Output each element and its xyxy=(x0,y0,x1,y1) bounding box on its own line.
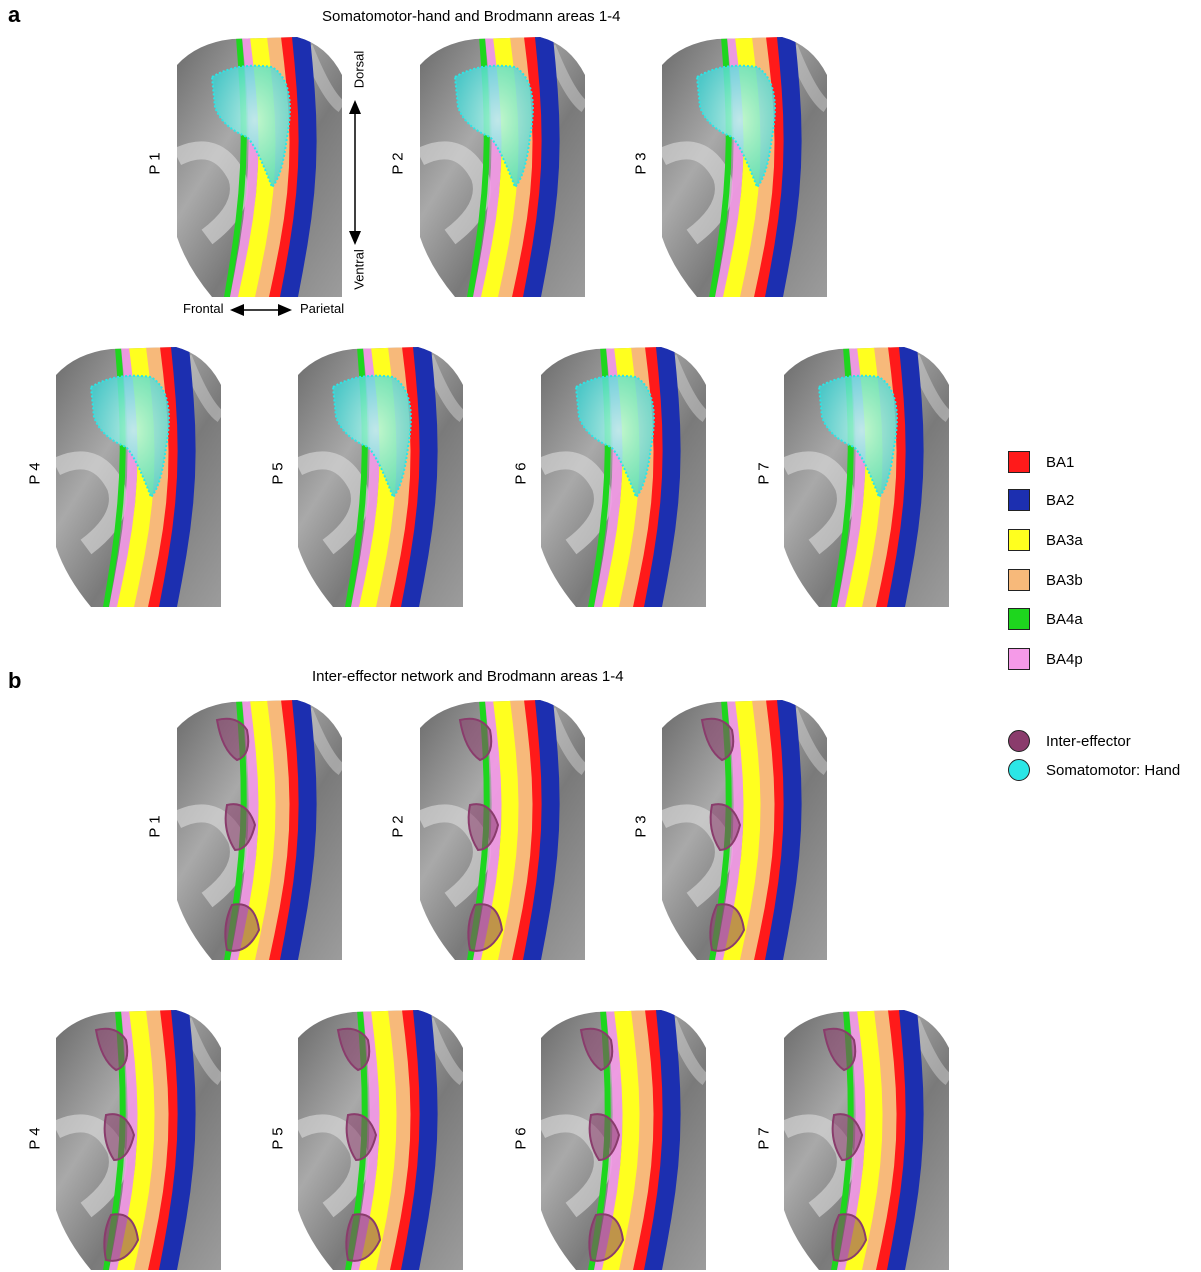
panel-a-label-p5: P 5 xyxy=(269,462,287,485)
legend-item-ba4a: BA4a xyxy=(1008,608,1083,630)
legend-label-ba4p: BA4p xyxy=(1046,650,1083,668)
brain-map-b-p5 xyxy=(298,1010,463,1270)
brain-map-a-p2 xyxy=(420,37,585,297)
brain-map-b-p1 xyxy=(177,700,342,960)
orientation-arrows xyxy=(230,100,361,316)
legend-label-ba3b: BA3b xyxy=(1046,571,1083,589)
panel-a-label-p2: P 2 xyxy=(389,152,407,175)
brain-map-b-p4 xyxy=(56,1010,221,1270)
legend-label-ba1: BA1 xyxy=(1046,453,1075,471)
legend-label-somatomotor-hand: Somatomotor: Hand xyxy=(1046,761,1181,779)
brain-map-a-p5 xyxy=(298,347,463,607)
panel-a-label-p7: P 7 xyxy=(755,462,773,485)
legend-swatch-ba4p xyxy=(1008,648,1030,670)
brain-map-a-p4 xyxy=(56,347,221,607)
panel-b-label-p3: P 3 xyxy=(632,815,650,838)
panel-b-label-p6: P 6 xyxy=(512,1127,530,1150)
panel-a-label-p4: P 4 xyxy=(26,462,44,485)
panel-b-title: Inter-effector network and Brodmann area… xyxy=(312,668,624,685)
panel-a-label-p6: P 6 xyxy=(512,462,530,485)
brain-map-a-p3 xyxy=(662,37,827,297)
legend-label-ba3a: BA3a xyxy=(1046,531,1083,549)
legend-item-ba3a: BA3a xyxy=(1008,529,1083,551)
legend-label-ba2: BA2 xyxy=(1046,491,1075,509)
brain-map-b-p3 xyxy=(662,700,827,960)
legend-item-somatomotor-hand: Somatomotor: Hand xyxy=(1008,759,1180,781)
legend-swatch-ba2 xyxy=(1008,489,1030,511)
brain-map-a-p6 xyxy=(541,347,706,607)
legend-label-inter-effector: Inter-effector xyxy=(1046,732,1131,750)
panel-b-label-p4: P 4 xyxy=(26,1127,44,1150)
orientation-parietal: Parietal xyxy=(300,301,345,316)
orientation-dorsal: Dorsal xyxy=(351,50,367,89)
legend-item-inter-effector: Inter-effector xyxy=(1008,730,1131,752)
brain-map-b-p2 xyxy=(420,700,585,960)
brain-map-a-p1 xyxy=(177,37,342,297)
panel-b-label-p7: P 7 xyxy=(755,1127,773,1150)
legend-swatch-ba4a xyxy=(1008,608,1030,630)
panel-b-label-p1: P 1 xyxy=(146,815,164,838)
legend-swatch-ba3b xyxy=(1008,569,1030,591)
orientation-frontal: Frontal xyxy=(183,301,224,316)
legend-circle-somatomotor-hand xyxy=(1008,759,1030,781)
brain-map-b-p6 xyxy=(541,1010,706,1270)
panel-a-letter: a xyxy=(8,2,21,27)
legend-swatch-ba1 xyxy=(1008,451,1030,473)
legend-item-ba1: BA1 xyxy=(1008,451,1074,473)
panel-a-label-p1: P 1 xyxy=(146,152,164,175)
panel-b-letter: b xyxy=(8,668,22,693)
legend-item-ba4p: BA4p xyxy=(1008,648,1083,670)
brain-map-a-p7 xyxy=(784,347,949,607)
panel-a-label-p3: P 3 xyxy=(632,152,650,175)
orientation-ventral: Ventral xyxy=(351,249,367,290)
panel-b-label-p2: P 2 xyxy=(389,815,407,838)
legend-swatch-ba3a xyxy=(1008,529,1030,551)
panel-b-label-p5: P 5 xyxy=(269,1127,287,1150)
panel-a-title: Somatomotor-hand and Brodmann areas 1-4 xyxy=(322,8,621,25)
legend-item-ba3b: BA3b xyxy=(1008,569,1083,591)
legend-item-ba2: BA2 xyxy=(1008,489,1074,511)
brain-map-b-p7 xyxy=(784,1010,949,1270)
legend-circle-inter-effector xyxy=(1008,730,1030,752)
legend-label-ba4a: BA4a xyxy=(1046,610,1083,628)
